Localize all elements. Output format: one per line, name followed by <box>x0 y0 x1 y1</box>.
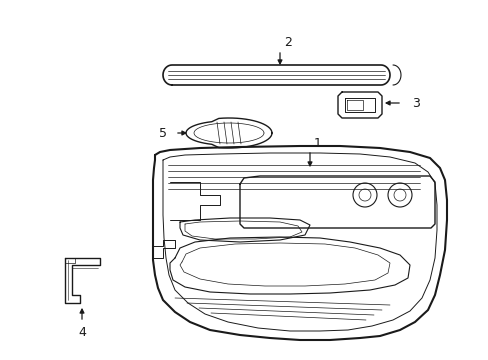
Text: 1: 1 <box>313 136 321 149</box>
Text: 3: 3 <box>411 96 419 109</box>
Text: 4: 4 <box>78 325 86 338</box>
Text: 5: 5 <box>159 126 167 140</box>
Text: 2: 2 <box>284 36 291 49</box>
